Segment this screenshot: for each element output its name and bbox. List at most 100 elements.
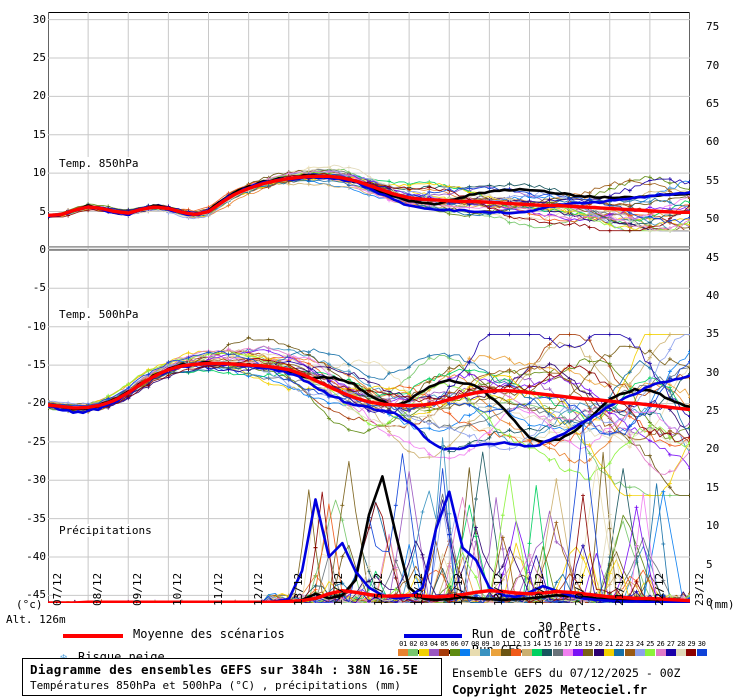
pert-member-number: 22 — [615, 640, 624, 648]
pert-member-swatch — [501, 649, 511, 656]
pert-member-swatch — [604, 649, 614, 656]
pert-member-swatch — [562, 649, 573, 656]
pert-member-number: 15 — [543, 640, 552, 648]
pert-member-swatch — [480, 649, 491, 656]
y-axis-right-tick: 20 — [706, 442, 720, 456]
ensemble-run-info: Ensemble GEFS du 07/12/2025 - 00Z — [452, 666, 681, 680]
x-axis-tick: 12/12 — [251, 572, 265, 606]
y-axis-right-tick: 45 — [706, 250, 720, 264]
chart-subtitle: Températures 850hPa et 500hPa (°C) , pré… — [30, 679, 401, 692]
pert-member-number: 27 — [666, 640, 675, 648]
y-axis-left-tick: -5 — [32, 281, 46, 295]
pert-member-swatch — [542, 649, 553, 656]
pert-member-key: 24 — [634, 640, 645, 656]
pert-member-number: 07 — [460, 640, 469, 648]
pert-member-key: 13 — [521, 640, 532, 656]
pert-member-number: 17 — [563, 640, 572, 648]
pert-member-key: 26 — [655, 640, 666, 656]
y-axis-left-tick: -35 — [26, 511, 46, 525]
pert-member-swatch — [634, 649, 645, 656]
y-axis-right-tick: 5 — [706, 557, 713, 571]
pert-member-key: 04 — [428, 641, 439, 656]
left-axis-unit: (°c) — [16, 598, 43, 611]
x-axis-tick: 08/12 — [91, 572, 105, 606]
y-axis-right-tick: 50 — [706, 212, 720, 226]
pert-member-key: 03 — [418, 641, 429, 656]
pert-member-number: 10 — [491, 640, 500, 648]
x-axis-tick: 10/12 — [171, 572, 185, 606]
pert-member-number: 05 — [440, 640, 449, 648]
chart-canvas — [48, 12, 690, 603]
pert-member-key: 05 — [439, 640, 450, 656]
y-axis-left-tick: -10 — [26, 319, 46, 333]
pert-member-key: 19 — [583, 641, 594, 656]
pert-member-key: 29 — [686, 640, 697, 656]
pert-member-number: 14 — [532, 640, 541, 648]
pert-member-number: 29 — [687, 640, 696, 648]
copyright-notice: Copyright 2025 Meteociel.fr — [452, 683, 648, 697]
x-axis-tick: 09/12 — [131, 572, 145, 606]
pert-member-key: 07 — [459, 640, 470, 656]
pert-member-swatch — [418, 649, 429, 656]
pert-member-number: 13 — [522, 640, 531, 648]
pert-member-key: 06 — [449, 640, 460, 656]
pert-member-number: 11 — [502, 640, 510, 648]
pert-member-key: 27 — [665, 640, 676, 656]
pert-member-number: 08 — [471, 640, 480, 648]
x-axis-tick: 15/12 — [372, 572, 385, 606]
x-axis-tick: 11/12 — [211, 572, 225, 606]
pert-member-number: 06 — [450, 640, 459, 648]
legend-label-mean: Moyenne des scénarios — [133, 627, 285, 641]
panel-label-temp500: Temp. 500hPa — [58, 308, 140, 321]
panel-label-precipitations: Précipitations — [58, 524, 153, 537]
pert-member-swatch — [624, 649, 635, 656]
y-axis-left-tick: 0 — [39, 242, 46, 256]
x-axis-tick: 17/12 — [452, 572, 466, 606]
y-axis-left-tick: 5 — [39, 204, 46, 218]
pert-member-swatch — [439, 649, 450, 656]
pert-member-swatch — [552, 649, 563, 656]
legend-label-perts: 30 Perts. — [538, 620, 604, 634]
pert-member-number: 23 — [625, 640, 634, 648]
pert-member-swatch — [459, 649, 470, 656]
pert-member-swatch — [490, 649, 501, 656]
pert-member-key: 21 — [604, 641, 614, 656]
pert-member-number: 09 — [481, 640, 490, 648]
y-axis-left-tick: 10 — [32, 166, 46, 180]
y-axis-left-tick: -20 — [26, 396, 46, 410]
pert-member-key: 02 — [408, 641, 419, 656]
x-axis-tick: 20/12 — [572, 572, 586, 606]
y-axis-left-tick: 20 — [32, 89, 46, 103]
pert-member-swatch — [686, 649, 697, 656]
pert-member-key: 01 — [398, 641, 408, 656]
pert-member-swatch — [398, 649, 408, 656]
altitude-label: Alt. 126m — [6, 613, 66, 626]
x-axis-tick: 22/12 — [652, 572, 666, 606]
pert-member-number: 12 — [512, 640, 521, 648]
pert-member-number: 25 — [646, 640, 655, 648]
pert-member-key: 12 — [511, 640, 522, 656]
chart-title: Diagramme des ensembles GEFS sur 384h : … — [30, 662, 419, 677]
pert-member-number: 16 — [553, 640, 562, 648]
y-axis-left-tick: 15 — [32, 127, 46, 141]
y-axis-right-tick: 55 — [706, 173, 720, 187]
panel-label-temp850: Temp. 850hPa — [58, 157, 140, 170]
pert-member-number: 18 — [574, 640, 583, 648]
y-axis-right-tick: 40 — [706, 288, 720, 302]
pert-member-key: 25 — [645, 640, 656, 656]
pert-member-swatch — [676, 649, 687, 656]
x-axis-tick: 07/12 — [51, 572, 64, 606]
pert-member-swatch — [655, 649, 666, 656]
pert-member-key: 18 — [573, 640, 584, 656]
pert-member-swatch — [573, 649, 584, 656]
y-axis-right-tick: 60 — [706, 135, 720, 149]
pert-member-number: 20 — [594, 640, 603, 648]
y-axis-right-tick: 25 — [706, 404, 720, 418]
pert-member-swatch — [449, 649, 460, 656]
y-axis-right-tick: 30 — [706, 365, 720, 379]
pert-member-swatch — [470, 649, 481, 656]
pert-member-number: 26 — [656, 640, 665, 648]
y-axis-right-tick: 65 — [706, 97, 720, 111]
pert-member-swatch — [593, 649, 604, 656]
pert-member-number: 24 — [635, 640, 644, 648]
